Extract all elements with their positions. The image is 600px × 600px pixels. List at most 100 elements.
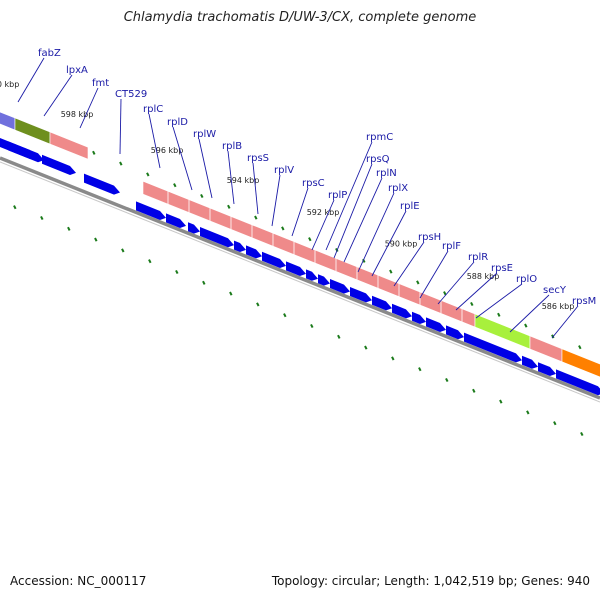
cds-arrow-20	[446, 325, 464, 340]
gc-tick	[13, 205, 17, 210]
cds-arrow-6	[188, 222, 200, 234]
gc-tick	[175, 269, 179, 275]
leader-lpxA	[43, 74, 73, 117]
cds-arrow-14	[330, 279, 350, 294]
gc-tick	[202, 280, 206, 285]
gc-tick	[173, 183, 177, 188]
gc-tick	[337, 334, 341, 339]
gc-tick	[256, 302, 260, 307]
genome-info-label: Topology: circular; Length: 1,042,519 bp…	[271, 574, 590, 588]
leader-rpsS	[252, 162, 259, 215]
leader-fmt	[79, 87, 99, 129]
kbp-label-586: 586 kbp	[542, 302, 575, 311]
gene-label-rplC: rplC	[143, 104, 163, 115]
gene-label-rpsE: rpsE	[491, 263, 513, 274]
gc-tick	[283, 313, 287, 318]
gene-label-rplD: rplD	[167, 117, 188, 128]
gene-label-rplO: rplO	[516, 274, 537, 285]
gene-label-rplE: rplE	[400, 201, 420, 212]
leader-rplP	[311, 199, 335, 251]
backbone-edge	[0, 161, 600, 403]
gc-skew-track	[11, 118, 584, 437]
kbp-label-600: 600 kbp	[0, 80, 19, 89]
leader-rplN	[343, 177, 383, 263]
kbp-label-592: 592 kbp	[307, 208, 340, 217]
gene-label-rpsH: rpsH	[418, 232, 441, 243]
gene-label-rpsM: rpsM	[572, 296, 596, 307]
leader-rplW	[198, 138, 213, 199]
leader-secY	[509, 294, 550, 333]
gene-label-rplN: rplN	[376, 168, 397, 179]
gc-tick	[389, 269, 393, 274]
gene-label-CT529: CT529	[115, 89, 147, 100]
leader-rplX	[357, 192, 395, 273]
fabZ-band	[0, 111, 16, 131]
cds-arrow-21	[464, 332, 522, 363]
cds-arrow-2	[42, 154, 76, 175]
gene-label-secY: secY	[543, 285, 567, 296]
gene-label-rplF: rplF	[442, 241, 461, 252]
gc-tick	[67, 226, 71, 231]
kbp-label-598: 598 kbp	[61, 110, 94, 119]
kbp-label-588: 588 kbp	[467, 272, 500, 281]
gene-label-rplP: rplP	[328, 190, 347, 201]
gene-label-rplX: rplX	[388, 183, 408, 194]
gene-label-rpsQ: rpsQ	[366, 154, 390, 165]
cds-arrow-17	[392, 303, 412, 319]
gc-tick	[281, 226, 285, 231]
leader-rplF	[419, 250, 449, 299]
gc-tick	[94, 237, 98, 242]
cds-arrow-22	[522, 355, 538, 369]
gc-tick	[229, 291, 233, 296]
gc-tick	[445, 377, 449, 383]
cds-arrow-15	[350, 287, 372, 303]
fmt-band	[49, 131, 89, 160]
feature-track	[0, 111, 600, 378]
leader-rpsE	[455, 272, 498, 311]
cds-arrow-16	[372, 295, 392, 311]
backbone-line	[0, 156, 600, 400]
leader-rpsQ	[333, 163, 373, 259]
kbp-label-596: 596 kbp	[151, 146, 184, 155]
lpxA-band	[14, 117, 51, 145]
leader-rplV	[271, 174, 281, 227]
leader-rplB	[227, 150, 235, 205]
accession-label: Accession: NC_000117	[10, 574, 147, 588]
leader-rplO	[475, 283, 523, 319]
cds-arrow-9	[246, 245, 262, 259]
gc-tick	[553, 421, 557, 426]
cds-arrow-8	[234, 240, 246, 252]
gene-label-rpmC: rpmC	[366, 132, 393, 143]
ribosomal-operon-band	[142, 180, 476, 328]
gc-tick	[254, 215, 258, 220]
map-title: Chlamydia trachomatis D/UW-3/CX, complet…	[123, 10, 477, 25]
leader-rpsC	[291, 187, 309, 237]
gc-tick	[578, 345, 582, 350]
gc-tick	[526, 410, 530, 415]
cds-track	[0, 138, 600, 396]
gc-tick	[310, 323, 314, 329]
gc-tick	[472, 388, 476, 393]
gene-label-rplW: rplW	[193, 129, 216, 140]
cds-arrow-1	[8, 141, 44, 163]
genome-backbone	[0, 156, 600, 403]
leader-rplE	[371, 210, 407, 277]
gc-tick	[443, 291, 447, 296]
cds-arrow-24	[556, 369, 600, 396]
gene-label-rplB: rplB	[222, 141, 242, 152]
cds-arrow-23	[538, 362, 556, 376]
gc-tick	[470, 301, 474, 307]
rpsM-orange-band	[561, 348, 600, 378]
gc-tick	[200, 193, 204, 199]
leader-rpmC	[325, 141, 373, 251]
gc-tick	[499, 399, 503, 404]
cds-arrow-3	[84, 173, 120, 195]
gene-label-rpsC: rpsC	[302, 178, 325, 189]
gc-tick	[121, 248, 125, 253]
cds-arrow-11	[286, 261, 306, 276]
leader-rpsM	[551, 305, 579, 339]
cds-arrow-19	[426, 317, 446, 332]
cds-arrow-13	[318, 274, 330, 286]
gc-tick	[364, 345, 368, 350]
